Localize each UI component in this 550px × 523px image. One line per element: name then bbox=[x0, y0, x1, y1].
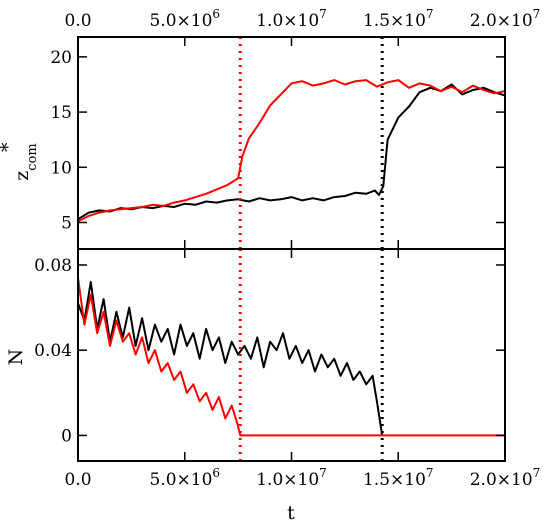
bottom-series-line-red bbox=[77, 277, 505, 437]
y-tick-label: 0.04 bbox=[34, 341, 72, 361]
top-panel: 5 10 15 20 0.0 5.0×106 1.0×107 1.5×107 2.0×107 z… bbox=[0, 7, 541, 250]
bottom-panel: 0 0.04 0.08 0.0 5.0×106 1.0×107 1.5×107 2.0×107… bbox=[5, 248, 541, 523]
top-plot-frame bbox=[77, 36, 506, 250]
top-series-line-red bbox=[77, 79, 506, 223]
top-x-tick-label: 5.0×106 bbox=[149, 7, 220, 31]
top-x-tick-label: 1.0×107 bbox=[256, 7, 327, 31]
top-x-tick-label: 2.0×107 bbox=[470, 7, 541, 31]
bottom-x-tick-label: 1.5×107 bbox=[363, 466, 434, 490]
y-tick-label: 0 bbox=[61, 426, 72, 446]
top-panel-plot-area: 5 10 15 20 0.0 5.0×106 1.0×107 1.5×107 2.0×107 bbox=[50, 7, 541, 250]
bottom-x-tick-label: 5.0×106 bbox=[149, 466, 220, 490]
top-series-line-black bbox=[77, 83, 506, 221]
bottom-series-line-black bbox=[77, 281, 384, 436]
y-tick-label: 0.08 bbox=[34, 256, 72, 276]
bottom-x-tick-label: 2.0×107 bbox=[470, 466, 541, 490]
top-ylabel-superscript: * bbox=[0, 142, 19, 152]
y-tick-label: 15 bbox=[50, 103, 72, 123]
top-x-tick-label: 0.0 bbox=[64, 11, 91, 31]
bottom-panel-plot-area: 0 0.04 0.08 0.0 5.0×106 1.0×107 1.5×107 2.0×107 bbox=[34, 248, 541, 490]
bottom-x-tick-label: 0.0 bbox=[64, 470, 91, 490]
bottom-ylabel: N bbox=[5, 349, 27, 366]
bottom-x-tick-label: 1.0×107 bbox=[256, 466, 327, 490]
bottom-xlabel: t bbox=[287, 502, 295, 523]
top-ylabel: zcom bbox=[11, 143, 40, 180]
y-tick-label: 5 bbox=[61, 214, 72, 234]
y-tick-label: 10 bbox=[50, 158, 72, 178]
y-tick-label: 20 bbox=[50, 48, 72, 68]
top-x-tick-label: 1.5×107 bbox=[363, 7, 434, 31]
